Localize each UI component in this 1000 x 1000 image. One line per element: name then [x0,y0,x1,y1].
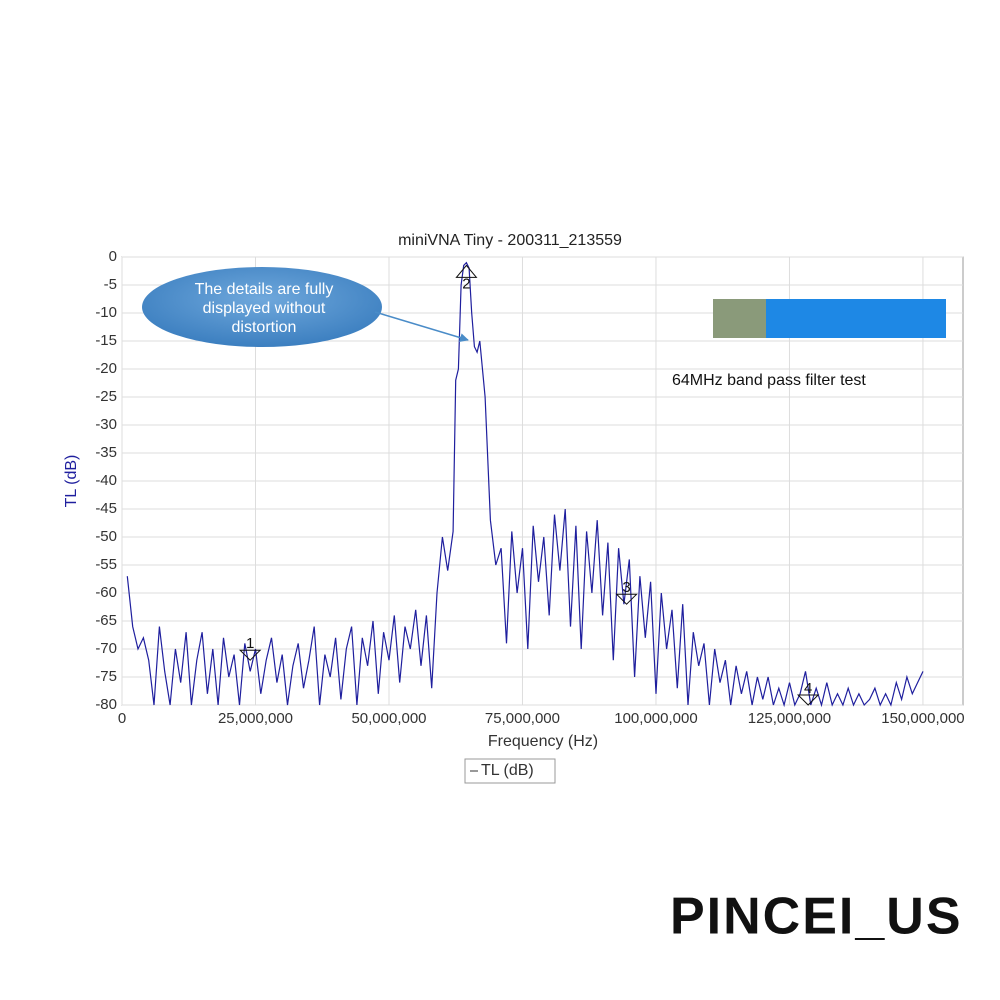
y-tick-label: -20 [95,360,117,377]
marker-label: 4 [804,680,812,697]
callout-text: The details are fully [195,281,334,298]
watermark: PINCEI_US [670,888,963,946]
marker [455,264,478,278]
chart-title: miniVNA Tiny - 200311_213559 [398,232,622,249]
y-tick-label: -60 [95,584,117,601]
legend [464,758,556,784]
x-tick-label: 50,000,000 [351,710,426,727]
y-tick-label: 0 [109,248,117,265]
data-line [126,261,924,708]
y-tick-label: -45 [95,500,117,517]
y-tick-label: -25 [95,388,117,405]
x-tick-label: 75,000,000 [485,710,560,727]
y-tick-label: -10 [95,304,117,321]
marker-label: 1 [246,635,254,652]
x-tick-label: 25,000,000 [218,710,293,727]
y-tick-label: -75 [95,668,117,685]
y-tick-label: -35 [95,444,117,461]
note: 64MHz band pass filter test [672,372,866,389]
marker [796,694,820,706]
y-axis-label: TL (dB) [63,455,80,508]
callout-text: displayed without [203,300,326,317]
callout-text: distortion [232,319,297,336]
x-tick-label: 125,000,000 [748,710,831,727]
marker-label: 3 [622,579,630,596]
y-tick-label: -15 [95,332,117,349]
overlay-thumbnail [713,299,766,338]
y-tick-label: -55 [95,556,117,573]
callout-arrow [374,311,469,342]
y-tick-label: -65 [95,612,117,629]
y-tick-label: -70 [95,640,117,657]
marker [615,593,638,605]
y-tick-label: -40 [95,472,117,489]
x-tick-label: 0 [118,710,126,727]
y-tick-label: -80 [95,696,117,713]
x-tick-label: 150,000,000 [881,710,964,727]
y-tick-label: -5 [104,276,117,293]
callout-bubble [142,267,382,347]
y-tick-label: -50 [95,528,117,545]
x-tick-label: 100,000,000 [614,710,697,727]
marker [238,649,262,661]
marker-label: 2 [462,275,470,292]
x-axis-label: Frequency (Hz) [488,733,598,750]
y-tick-label: -30 [95,416,117,433]
legend-label: TL (dB) [481,762,534,779]
